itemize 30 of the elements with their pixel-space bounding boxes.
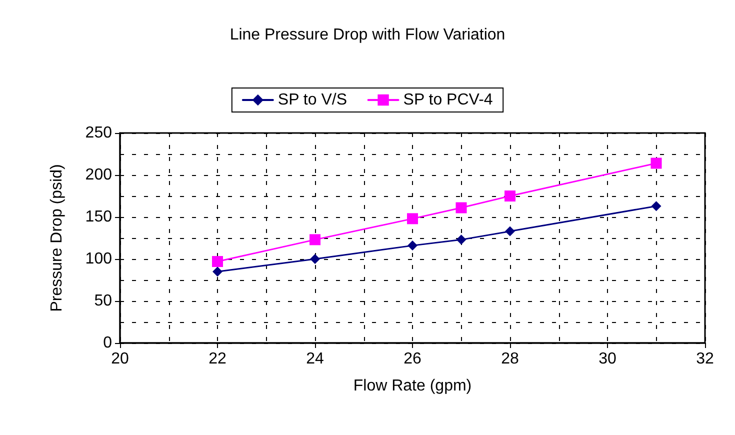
- x-tick-label: 22: [208, 350, 226, 368]
- x-tick-label: 30: [598, 350, 616, 368]
- point: [504, 190, 516, 202]
- x-tick-label: 24: [306, 350, 324, 368]
- point: [212, 266, 222, 277]
- y-tick-label: 200: [85, 166, 112, 184]
- point: [310, 234, 320, 246]
- x-tick-label: 28: [501, 350, 519, 368]
- y-tick-label: 0: [103, 334, 112, 352]
- point: [310, 254, 320, 264]
- point: [456, 202, 467, 214]
- point: [650, 158, 662, 169]
- y-axis-title: Pressure Drop (psid): [48, 164, 66, 312]
- x-tick-label: 20: [111, 350, 129, 368]
- chart-title: Line Pressure Drop with Flow Variation: [230, 26, 506, 44]
- x-tick-label: 26: [404, 350, 422, 368]
- y-tick-label: 50: [94, 292, 112, 310]
- x-tick-label: 32: [696, 350, 714, 368]
- y-tick-label: 250: [85, 124, 112, 142]
- x-axis-title: Flow Rate (gpm): [353, 378, 472, 394]
- y-tick-label: 100: [85, 250, 112, 268]
- point: [505, 226, 515, 236]
- point: [408, 240, 418, 251]
- y-tick-label: 150: [85, 208, 112, 226]
- point: [651, 201, 662, 212]
- point: [456, 234, 466, 245]
- legend-label: SP to V/S: [278, 92, 347, 108]
- point: [212, 256, 223, 268]
- point: [407, 213, 418, 224]
- legend-label: SP to PCV-4: [403, 92, 493, 108]
